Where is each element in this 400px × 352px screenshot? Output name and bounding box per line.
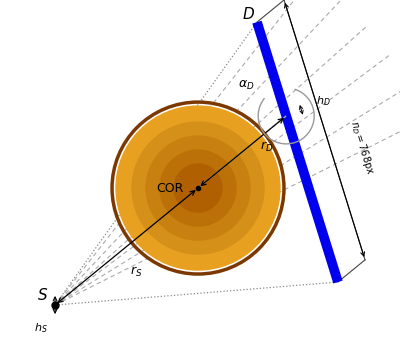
Text: $D$: $D$: [242, 6, 256, 22]
Text: $\alpha_D$: $\alpha_D$: [238, 79, 254, 93]
Circle shape: [132, 122, 264, 254]
Circle shape: [160, 150, 236, 226]
Text: $h_S$: $h_S$: [34, 321, 48, 335]
Text: $n_D = 768\mathrm{px}$: $n_D = 768\mathrm{px}$: [347, 119, 377, 177]
Circle shape: [174, 164, 222, 212]
Circle shape: [116, 106, 280, 270]
Text: $r_D$: $r_D$: [260, 140, 274, 154]
Text: $r_S$: $r_S$: [130, 265, 143, 279]
Text: COR: COR: [156, 182, 184, 195]
Text: $h_D$: $h_D$: [316, 94, 331, 108]
Text: $S$: $S$: [38, 287, 49, 303]
Circle shape: [146, 136, 250, 240]
